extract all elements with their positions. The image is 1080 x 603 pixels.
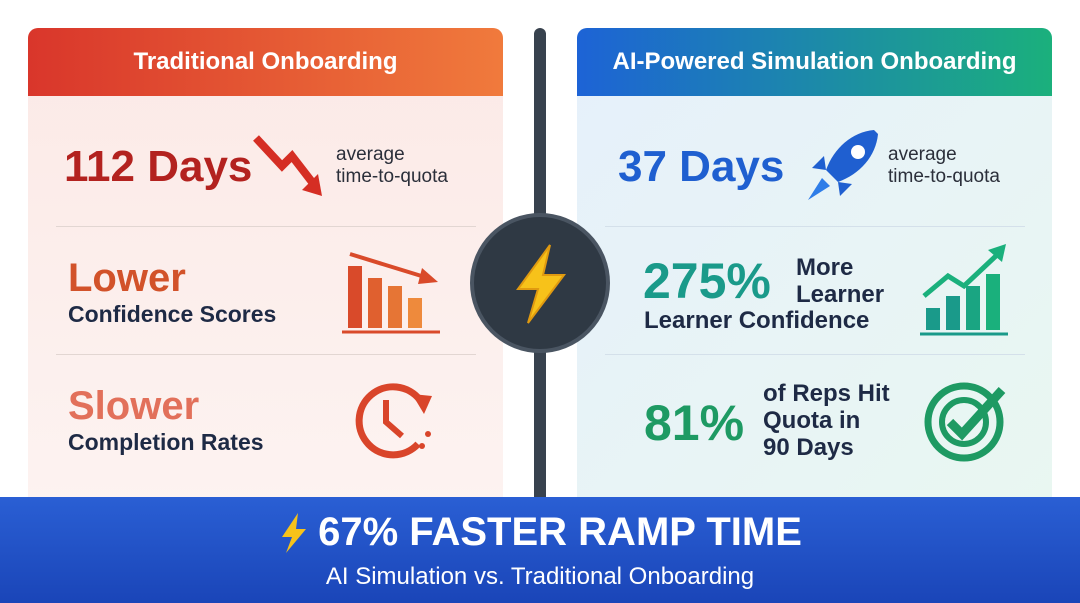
banner-subtitle: AI Simulation vs. Traditional Onboarding	[325, 563, 755, 590]
note: More Learner	[796, 254, 884, 308]
separator	[56, 226, 476, 227]
bolt-icon	[282, 512, 307, 553]
note-line: Quota in	[763, 407, 861, 434]
stat: Slower	[68, 384, 200, 428]
note-line: 90 Days	[763, 434, 854, 461]
caption: Learner Confidence	[644, 307, 870, 334]
stat: 37 Days	[618, 142, 785, 191]
note-line: Learner	[796, 281, 885, 308]
clock-icon	[355, 383, 432, 459]
stat: Lower	[68, 256, 186, 300]
rocket-icon	[808, 130, 878, 200]
note-line: average	[888, 144, 957, 165]
caption: Confidence Scores	[68, 301, 277, 327]
bar-decline-icon	[342, 252, 440, 334]
right-header: AI-Powered Simulation Onboarding	[577, 28, 1052, 96]
down-arrow-icon	[253, 135, 322, 196]
bolt-badge	[470, 213, 610, 353]
separator	[605, 226, 1025, 227]
stat: 81%	[644, 395, 745, 451]
banner-title: 67% FASTER RAMP TIME	[318, 510, 802, 554]
note-line: More	[796, 254, 854, 281]
stat: 275%	[643, 253, 771, 309]
caption: Completion Rates	[68, 429, 264, 455]
note-line: time-to-quota	[336, 166, 448, 187]
check-target-icon	[924, 382, 1006, 462]
banner	[0, 497, 1080, 603]
separator	[56, 354, 476, 355]
note: of Reps Hit Quota in 90 Days	[763, 380, 890, 461]
growth-chart-icon	[920, 244, 1008, 336]
left-panel: Traditional Onboarding	[28, 28, 503, 508]
note-line: of Reps Hit	[763, 380, 890, 407]
note: average time-to-quota	[888, 144, 1000, 188]
banner-title-row: 67% FASTER RAMP TIME	[0, 510, 1080, 555]
note-line: average	[336, 144, 405, 165]
note: average time-to-quota	[336, 144, 448, 188]
left-header: Traditional Onboarding	[28, 28, 503, 96]
stat: 112 Days	[64, 142, 253, 191]
note-line: time-to-quota	[888, 166, 1000, 187]
separator	[605, 354, 1025, 355]
